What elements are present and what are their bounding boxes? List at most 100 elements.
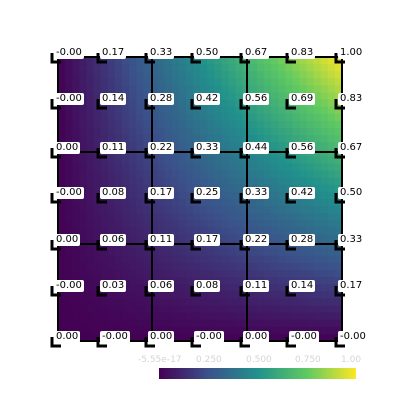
field-cell [164, 120, 173, 129]
field-cell [129, 99, 137, 108]
field-cell [171, 99, 180, 108]
field-cell [278, 284, 286, 292]
field-cell [256, 85, 265, 94]
field-cell [129, 78, 137, 86]
field-cell [271, 191, 279, 200]
field-cell [121, 57, 130, 65]
field-cell [185, 142, 194, 150]
cell-value-label: 0.83 [338, 93, 365, 105]
cell-value-label: 0.08 [194, 280, 221, 292]
field-cell [271, 99, 279, 108]
field-cell [150, 128, 158, 136]
field-cell [299, 177, 308, 186]
cell-value-label: 0.83 [289, 47, 316, 59]
field-cell [143, 298, 151, 307]
field-cell [313, 142, 322, 150]
field-cell [285, 319, 293, 328]
field-cell [299, 163, 308, 172]
field-cell [100, 305, 109, 314]
field-cell [334, 120, 343, 129]
field-cell [256, 298, 265, 307]
cell-value-label: 0.00 [54, 331, 81, 343]
field-cell [86, 135, 95, 143]
field-cell [327, 128, 336, 136]
field-cell [221, 170, 229, 179]
field-cell [207, 319, 215, 328]
field-cell [235, 85, 244, 94]
field-cell [79, 199, 87, 207]
field-cell [143, 142, 151, 150]
field-cell [263, 57, 272, 65]
field-cell [285, 106, 293, 115]
cell-value-label: 0.08 [100, 187, 127, 199]
field-cell [313, 234, 322, 243]
field-cell [327, 92, 336, 101]
field-cell [185, 227, 194, 236]
field-cell [72, 206, 80, 214]
field-cell [235, 305, 244, 314]
field-cell [214, 248, 222, 257]
field-cell [249, 170, 258, 179]
field-cell [79, 106, 87, 115]
field-cell [271, 142, 279, 150]
field-cell [306, 170, 315, 179]
field-cell [292, 213, 300, 221]
node-marker [239, 99, 250, 110]
field-cell [86, 142, 95, 150]
field-cell [263, 170, 272, 179]
field-cell [292, 135, 300, 143]
field-cell [178, 319, 187, 328]
field-cell [200, 78, 208, 86]
field-cell [65, 170, 73, 179]
node-marker [190, 53, 201, 64]
field-cell [129, 184, 137, 193]
field-cell [235, 270, 244, 278]
field-cell [327, 85, 336, 94]
field-cell [249, 57, 258, 65]
field-cell [192, 128, 201, 136]
field-cell [327, 142, 336, 150]
field-cell [292, 170, 300, 179]
field-cell [107, 262, 116, 271]
field-cell [228, 135, 237, 143]
field-cell [214, 227, 222, 236]
field-cell [171, 113, 180, 122]
field-cell [214, 135, 222, 143]
field-cell [200, 163, 208, 172]
field-cell [228, 227, 237, 236]
field-cell [228, 128, 237, 136]
field-cell [86, 120, 95, 129]
field-cell [185, 120, 194, 129]
field-cell [79, 312, 87, 321]
field-cell [235, 57, 244, 65]
field-cell [65, 64, 73, 72]
field-cell [221, 106, 229, 115]
field-cell [143, 92, 151, 101]
cell-value-label: 0.17 [338, 280, 365, 292]
field-cell [107, 170, 116, 179]
field-cell [114, 135, 123, 143]
field-cell [320, 248, 329, 257]
cell-value-label: 0.17 [100, 47, 127, 59]
field-cell [114, 312, 123, 321]
node-marker [239, 53, 250, 64]
field-cell [235, 71, 244, 79]
field-cell [214, 312, 222, 321]
field-cell [214, 57, 222, 65]
field-cell [93, 142, 102, 150]
field-cell [93, 85, 102, 94]
field-cell [86, 298, 95, 307]
field-cell [207, 106, 215, 115]
field-cell [299, 113, 308, 122]
node-marker [334, 148, 345, 159]
field-cell [221, 241, 229, 250]
field-cell [185, 270, 194, 278]
field-cell [79, 78, 87, 86]
field-cell [185, 213, 194, 221]
field-cell [79, 319, 87, 328]
field-cell [292, 227, 300, 236]
field-cell [200, 305, 208, 314]
field-cell [235, 227, 244, 236]
field-cell [107, 227, 116, 236]
